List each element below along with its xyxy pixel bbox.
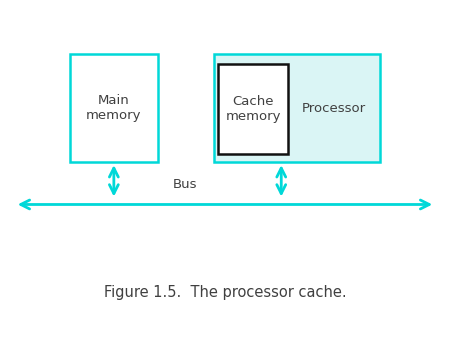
Text: Figure 1.5.  The processor cache.: Figure 1.5. The processor cache. bbox=[104, 285, 346, 300]
Text: Cache
memory: Cache memory bbox=[225, 95, 281, 123]
Bar bbox=[214, 54, 380, 162]
Text: Bus: Bus bbox=[172, 178, 197, 191]
Text: Processor: Processor bbox=[302, 102, 366, 115]
Text: Main
memory: Main memory bbox=[86, 94, 141, 122]
Bar bbox=[70, 54, 158, 162]
Bar bbox=[218, 64, 288, 154]
